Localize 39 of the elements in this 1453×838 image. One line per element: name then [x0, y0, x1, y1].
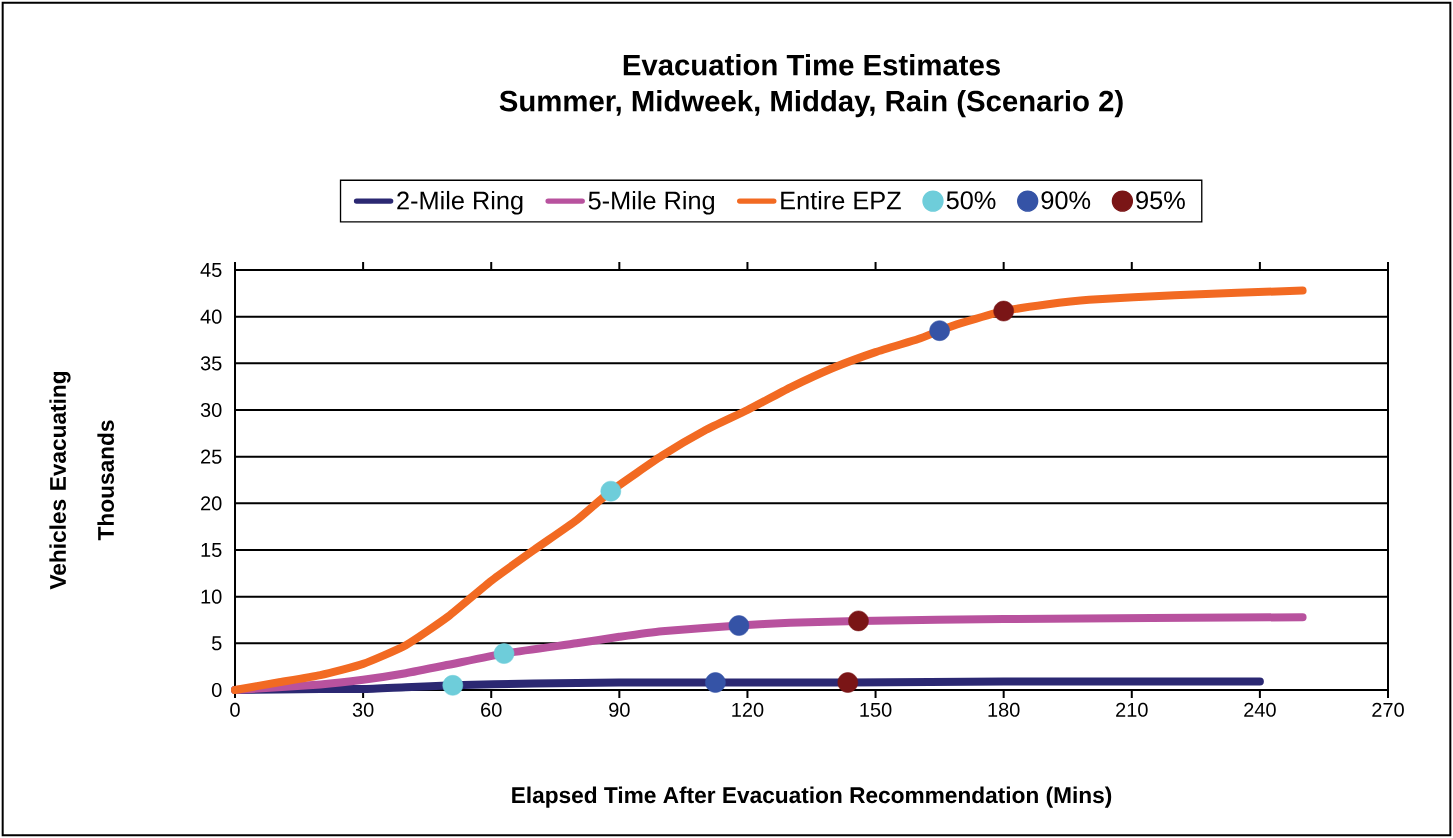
- y-tick-label: 30: [200, 402, 222, 418]
- y-tick-label: 40: [200, 309, 222, 324]
- point: [848, 610, 869, 632]
- chart-subtitle: Summer, Midweek, Midday, Rain (Scenario 2): [499, 89, 1123, 118]
- y-tick-label: 45: [200, 263, 222, 277]
- x-tick-label: 60: [481, 702, 502, 717]
- y-tick-label: 25: [201, 449, 222, 464]
- point: [600, 480, 622, 502]
- y-tick-label: 15: [201, 543, 222, 557]
- legend-label: 5-Mile Ring: [588, 190, 714, 215]
- point: [993, 300, 1014, 322]
- legend-label: Entire EPZ: [781, 190, 901, 210]
- x-axis-title: Elapsed Time After Evacuation Recommendation (Mins): [512, 786, 1112, 808]
- point: [929, 320, 950, 341]
- x-tick-label: 0: [230, 702, 240, 717]
- point: [705, 672, 726, 693]
- y-tick-label: 10: [201, 589, 222, 604]
- legend-label: 50%: [946, 191, 996, 210]
- y-tick-label: 20: [201, 496, 222, 511]
- x-tick-label: 270: [1372, 702, 1404, 717]
- y-tick-label: 35: [200, 356, 222, 371]
- x-tick-label: 120: [732, 702, 764, 717]
- x-tick-label: 150: [860, 702, 892, 717]
- chart-title: Evacuation Time Estimates: [623, 53, 1000, 76]
- y-tick-label: 0: [211, 682, 222, 698]
- x-tick-label: 180: [988, 702, 1020, 717]
- x-tick-label: 30: [352, 702, 374, 717]
- point: [728, 615, 750, 636]
- x-tick-label: 90: [609, 702, 630, 717]
- legend-label: 90%: [1041, 191, 1091, 210]
- point: [837, 672, 859, 693]
- y-tick-label: 5: [211, 636, 222, 651]
- x-tick-label: 240: [1244, 702, 1276, 717]
- legend-label: 95%: [1136, 191, 1185, 210]
- legend-label: 2-Mile Ring: [397, 190, 523, 215]
- point: [493, 643, 515, 664]
- x-tick-label: 210: [1116, 702, 1148, 717]
- point: [442, 675, 464, 696]
- y-axis-title: Vehicles Evacuating Thousands: [49, 371, 114, 590]
